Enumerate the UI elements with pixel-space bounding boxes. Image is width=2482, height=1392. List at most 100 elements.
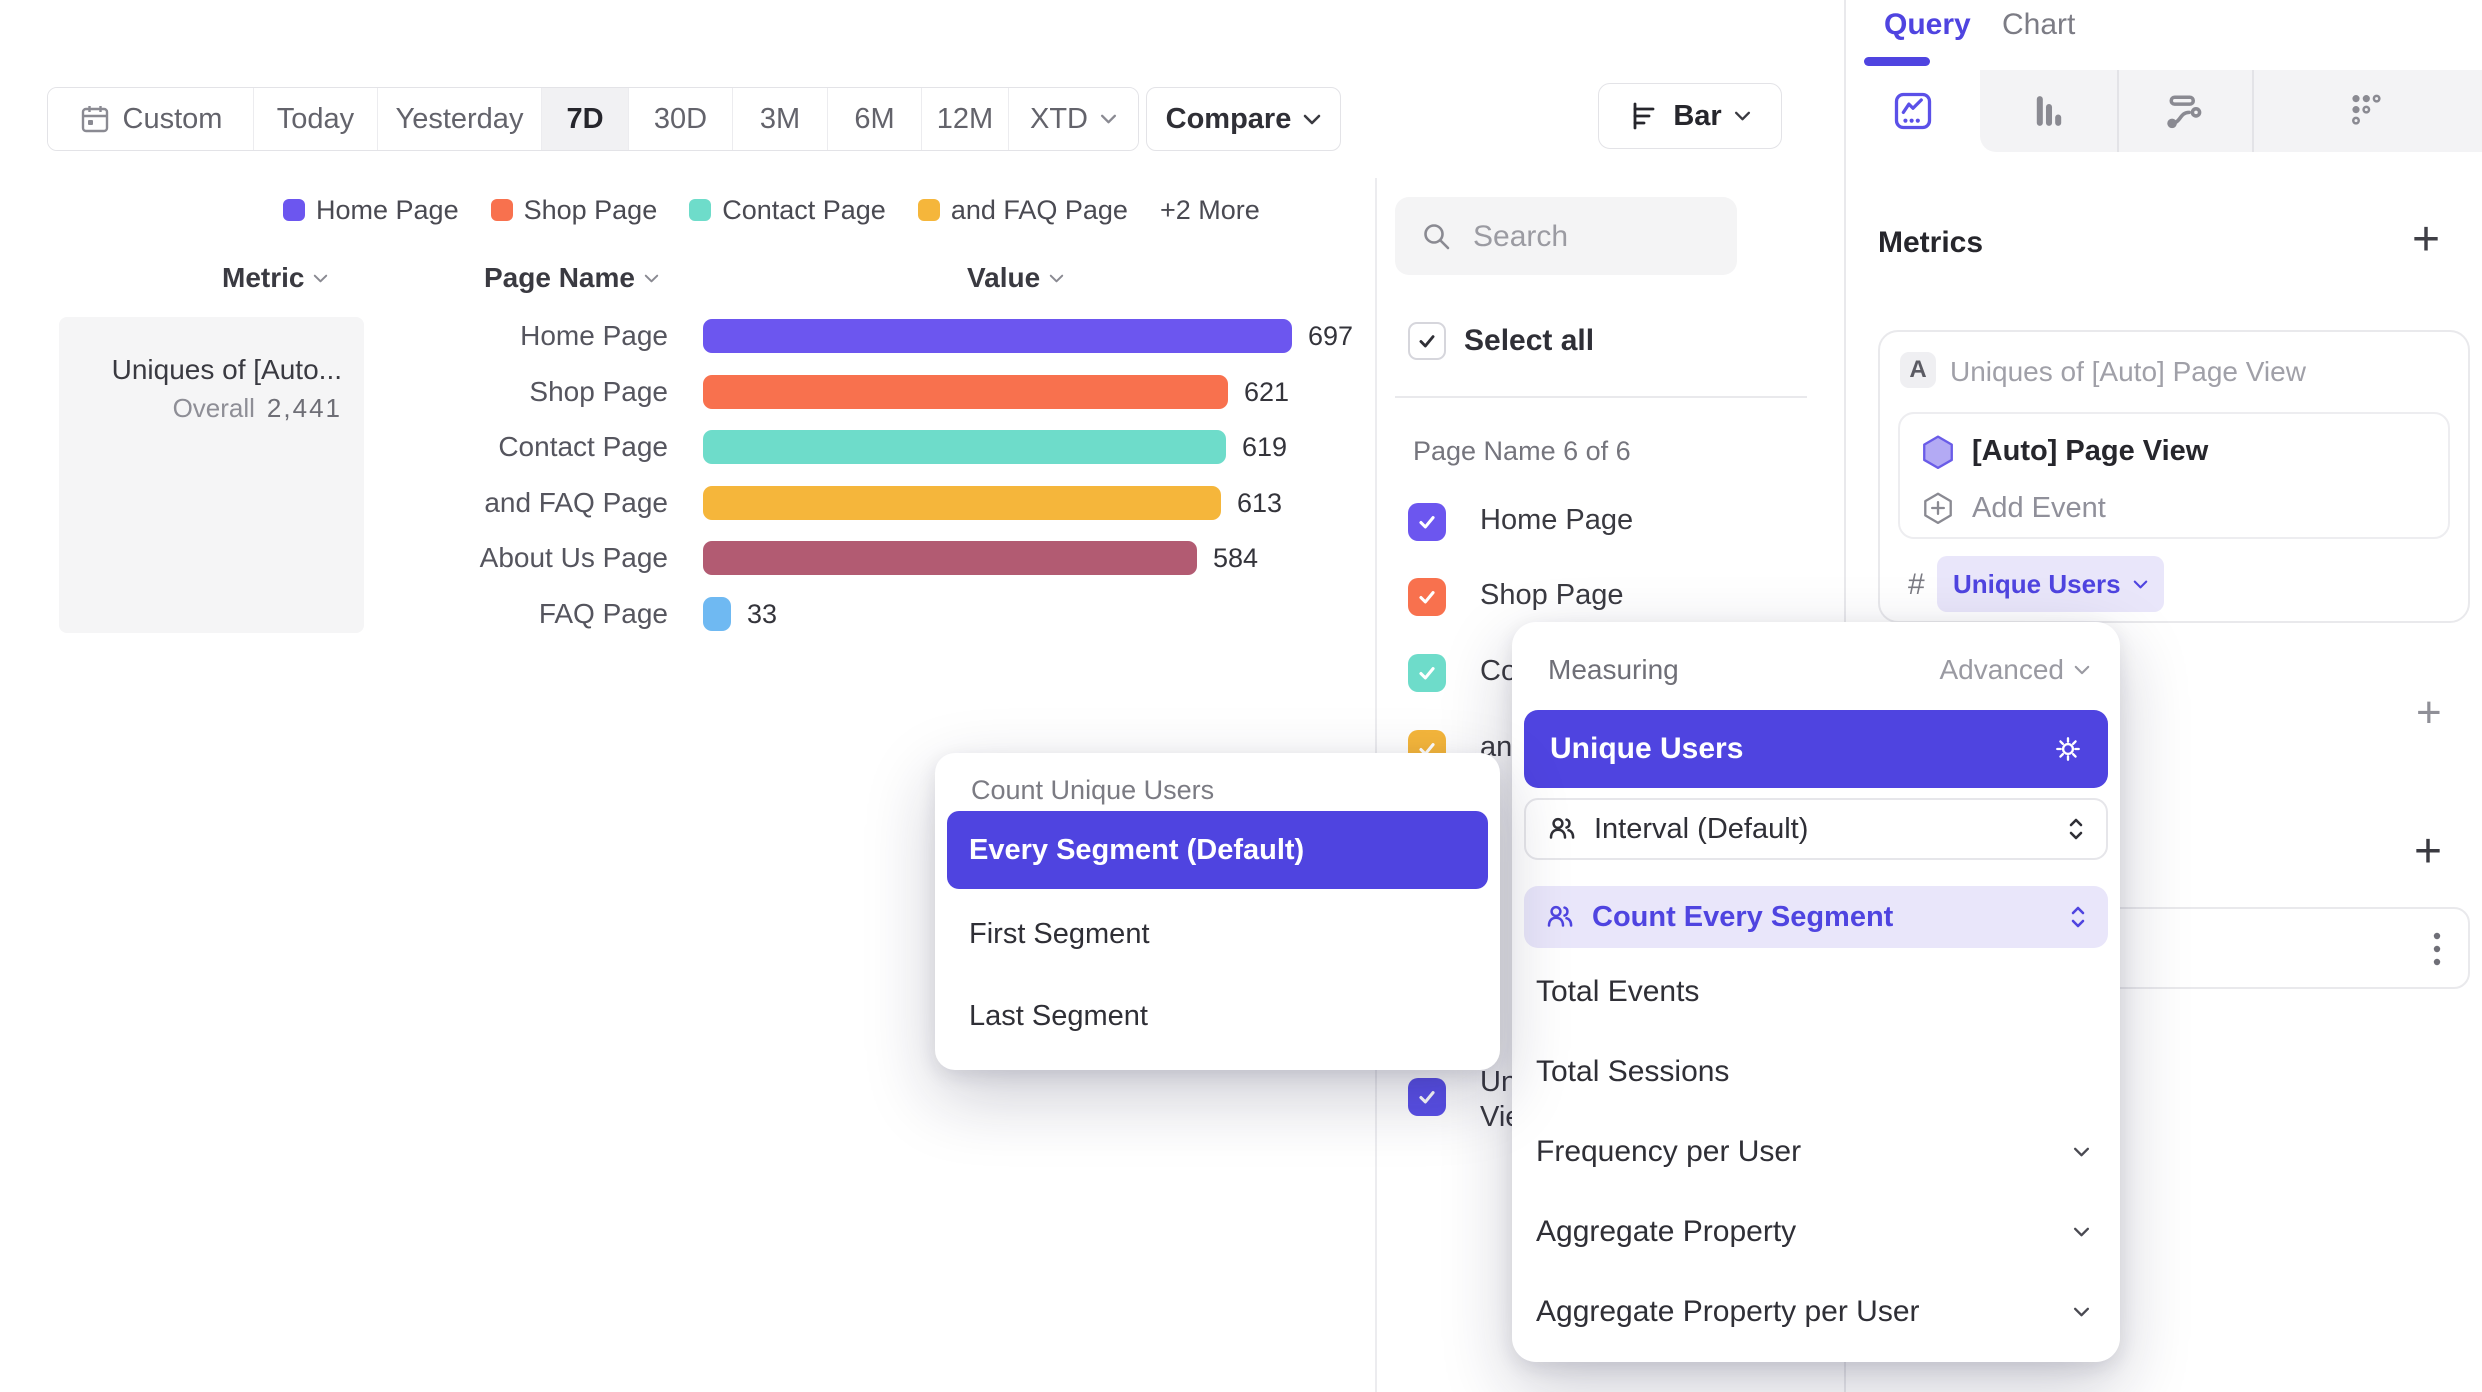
filter-checkbox[interactable] <box>1408 654 1446 692</box>
chart-type-bar-tab[interactable] <box>1980 70 2117 152</box>
metric-card-title: Uniques of [Auto] Page View <box>1950 356 2306 387</box>
select-all-label: Select all <box>1464 324 1595 357</box>
filter-checkbox[interactable] <box>1408 578 1446 616</box>
measuring-title: Measuring <box>1548 654 1679 685</box>
date-range-label: 30D <box>653 102 708 135</box>
select-all-checkbox[interactable] <box>1408 322 1446 360</box>
add-event-button[interactable]: Add Event <box>1972 492 2106 524</box>
date-range-label: 7D <box>566 102 604 135</box>
filter-checkbox[interactable] <box>1408 503 1446 541</box>
chart-type-metric-tab[interactable] <box>2252 70 2482 152</box>
chevron-down-icon <box>2074 665 2090 675</box>
add-breakdown-button[interactable]: + <box>2414 825 2443 878</box>
tab-chart[interactable]: Chart <box>2002 8 2076 41</box>
date-range-label: 6M <box>854 102 895 135</box>
measure-chip[interactable]: Unique Users <box>1937 556 2164 612</box>
segment-option[interactable]: Last Segment <box>969 1000 1148 1032</box>
column-header-metric[interactable]: Metric <box>222 262 328 294</box>
legend-label: Home Page <box>316 194 459 225</box>
horizontal-bar-chart-icon <box>1633 102 1655 130</box>
search-icon <box>1424 224 1450 250</box>
column-header-page-name[interactable]: Page Name <box>484 262 659 294</box>
flow-chart-icon <box>2166 95 2201 129</box>
legend-item[interactable]: Shop Page <box>490 194 658 226</box>
bar-category-label: About Us Page <box>479 542 668 574</box>
filter-item-label[interactable]: Shop Page <box>1480 579 1624 611</box>
measuring-control-interval[interactable]: Interval (Default) <box>1524 798 2108 860</box>
measuring-option[interactable]: Total Events <box>1536 975 1700 1008</box>
bar-category-label: Shop Page <box>529 375 668 407</box>
metric-cell[interactable]: Uniques of [Auto... Overall 2,441 <box>59 317 364 633</box>
bar[interactable] <box>703 597 731 631</box>
date-range-today[interactable]: Today <box>254 88 378 150</box>
chart-type-button[interactable]: Bar <box>1598 83 1782 149</box>
chart-type-flow-tab[interactable] <box>2117 70 2252 152</box>
check-icon <box>1419 335 1435 348</box>
date-range-yesterday[interactable]: Yesterday <box>378 88 542 150</box>
add-metric-button[interactable]: + <box>2412 213 2441 266</box>
compare-label: Compare <box>1165 102 1292 135</box>
date-range-xtd[interactable]: XTD <box>1009 88 1138 150</box>
people-icon <box>1547 905 1573 927</box>
chevron-down-icon <box>1304 114 1321 124</box>
advanced-toggle[interactable]: Advanced <box>1939 654 2090 686</box>
measuring-option[interactable]: Aggregate Property <box>1536 1192 2096 1272</box>
search-input[interactable] <box>1471 197 1725 277</box>
date-range-label: 3M <box>759 102 801 135</box>
date-range-custom[interactable]: Custom <box>48 88 254 150</box>
count-popup-title: Count Unique Users <box>971 775 1215 805</box>
legend-label: Shop Page <box>523 194 658 225</box>
legend-swatch <box>490 199 513 221</box>
event-name[interactable]: [Auto] Page View <box>1972 435 2209 467</box>
compare-button[interactable]: Compare <box>1146 87 1341 151</box>
date-range-12m[interactable]: 12M <box>922 88 1009 150</box>
date-range-30d[interactable]: 30D <box>629 88 733 150</box>
calendar-icon <box>81 106 108 133</box>
date-range-7d[interactable]: 7D <box>542 88 629 150</box>
bar[interactable] <box>703 319 1292 353</box>
legend-swatch <box>689 199 712 221</box>
measuring-option[interactable]: Aggregate Property per User <box>1536 1272 2096 1352</box>
date-range-label: XTD <box>1030 102 1088 135</box>
date-range-group: Custom Today Yesterday 7D 30D 3M 6M 12M XTD <box>47 87 1139 151</box>
measuring-control-count-segment[interactable]: Count Every Segment <box>1524 886 2108 948</box>
bar-value-label: 697 <box>1308 321 1354 351</box>
bar[interactable] <box>703 485 1221 520</box>
bar-chart-icon <box>2036 96 2061 126</box>
gear-icon[interactable] <box>2054 735 2082 763</box>
metrics-heading: Metrics <box>1878 226 1984 259</box>
tab-query[interactable]: Query <box>1884 8 1971 41</box>
bar[interactable] <box>703 430 1226 465</box>
overflow-menu-icon[interactable] <box>2432 931 2442 967</box>
bar[interactable] <box>703 541 1197 576</box>
measuring-option-unique-users[interactable]: Unique Users <box>1524 710 2108 788</box>
chevron-down-icon <box>644 274 659 282</box>
legend-item[interactable]: Home Page <box>283 195 459 226</box>
bar-value-label: 619 <box>1242 432 1288 463</box>
filter-item-label[interactable]: Home Page <box>1480 504 1634 536</box>
check-icon <box>1419 591 1435 604</box>
dots-grid-icon <box>2352 94 2381 125</box>
filter-checkbox[interactable] <box>1408 1078 1446 1116</box>
bar[interactable] <box>703 374 1228 409</box>
measuring-option[interactable]: Total Sessions <box>1536 1055 1730 1088</box>
legend-label: Contact Page <box>722 194 886 225</box>
measuring-option[interactable]: Frequency per User <box>1536 1112 2096 1192</box>
segment-option[interactable]: First Segment <box>969 918 1150 950</box>
segment-option-every-segment[interactable]: Every Segment (Default) <box>947 811 1488 889</box>
legend-item[interactable]: Contact Page <box>689 195 886 226</box>
add-event-icon <box>1924 492 1952 524</box>
add-filter-button[interactable]: + <box>2416 688 2442 737</box>
legend-more[interactable]: +2 More <box>1159 194 1260 225</box>
legend-item[interactable]: and FAQ Page <box>917 195 1128 226</box>
event-hexagon-icon <box>1923 435 1953 470</box>
column-header-value[interactable]: Value <box>967 262 1064 294</box>
metric-letter-badge: A <box>1900 352 1936 388</box>
date-range-3m[interactable]: 3M <box>733 88 828 150</box>
date-range-6m[interactable]: 6M <box>828 88 922 150</box>
filter-group-label: Page Name 6 of 6 <box>1413 436 1631 466</box>
chart-type-insights-tab[interactable] <box>1845 70 1980 152</box>
chart-type-label: Bar <box>1673 99 1722 132</box>
bar-category-label: FAQ Page <box>538 598 668 629</box>
bar-category-label: Home Page <box>520 320 668 351</box>
